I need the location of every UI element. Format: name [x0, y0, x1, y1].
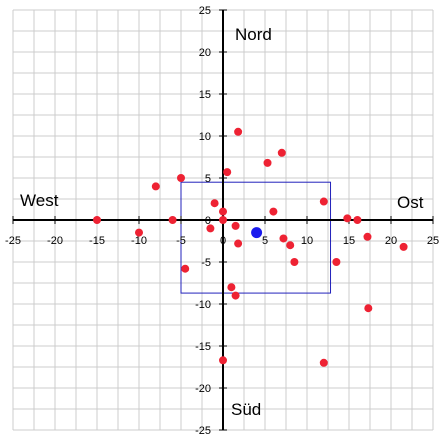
- data-point: [177, 174, 185, 182]
- x-tick-label: -15: [89, 235, 105, 247]
- center-marker: [251, 227, 263, 239]
- data-point: [93, 216, 101, 224]
- data-point: [219, 356, 227, 365]
- data-point: [227, 283, 236, 292]
- data-point: [319, 358, 328, 367]
- x-tick-label: 0: [220, 235, 226, 247]
- data-point: [219, 216, 227, 224]
- y-tick-label: 20: [199, 47, 211, 59]
- data-point: [269, 207, 278, 216]
- x-tick-label: 10: [301, 235, 313, 247]
- label-north: Nord: [235, 25, 272, 44]
- label-west: West: [20, 191, 59, 210]
- x-tick-label: -10: [131, 235, 147, 247]
- data-point: [353, 216, 362, 224]
- data-point: [231, 221, 240, 230]
- y-tick-label: 0: [205, 215, 211, 227]
- data-point: [151, 182, 160, 191]
- data-point: [181, 264, 190, 273]
- center-point: [251, 227, 263, 239]
- y-tick-label: 15: [199, 89, 211, 101]
- y-tick-label: -5: [201, 257, 211, 269]
- x-tick-label: -25: [5, 235, 21, 247]
- label-east: Ost: [397, 193, 424, 212]
- data-point: [223, 168, 232, 177]
- data-point: [168, 216, 177, 224]
- data-point: [399, 242, 408, 251]
- data-point: [343, 214, 352, 223]
- data-point: [219, 207, 227, 216]
- x-tick-label: 15: [343, 235, 355, 247]
- x-tick-label: 20: [385, 235, 397, 247]
- data-points: [93, 127, 408, 367]
- data-point: [286, 241, 295, 250]
- y-tick-label: -25: [195, 425, 211, 437]
- data-point: [319, 197, 328, 206]
- y-tick-label: 10: [199, 131, 211, 143]
- data-point: [234, 239, 243, 248]
- y-tick-label: -20: [195, 383, 211, 395]
- data-point: [277, 148, 286, 157]
- x-tick-label: -5: [176, 235, 186, 247]
- x-tick-label: -20: [47, 235, 63, 247]
- data-point: [263, 158, 272, 167]
- x-tick-label: 25: [427, 235, 439, 247]
- y-tick-label: -10: [195, 299, 211, 311]
- data-point: [364, 304, 373, 313]
- x-tick-label: 5: [262, 235, 268, 247]
- data-point: [206, 224, 215, 233]
- y-tick-label: -15: [195, 341, 211, 353]
- data-point: [234, 127, 243, 136]
- data-point: [210, 199, 219, 208]
- bounding-rectangle: [180, 181, 332, 294]
- data-point: [231, 291, 240, 300]
- data-point: [290, 258, 299, 266]
- x-tick-labels: -25 -20 -15 -10 -5 0 5 10 15 20 25: [5, 235, 439, 247]
- data-point: [279, 234, 288, 243]
- y-tick-labels: 25 20 15 10 5 0 -5 -10 -15 -20 -25: [195, 5, 211, 437]
- bounding-box: [180, 181, 332, 294]
- y-tick-label: 25: [199, 5, 211, 17]
- data-point: [135, 228, 143, 237]
- label-south: Süd: [231, 400, 261, 419]
- y-tick-label: 5: [205, 173, 211, 185]
- data-point: [363, 232, 372, 241]
- data-point: [332, 258, 341, 266]
